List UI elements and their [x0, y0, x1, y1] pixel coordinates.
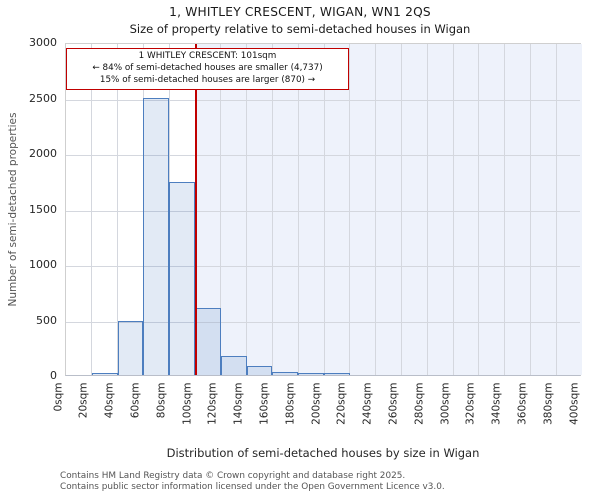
x-tick-label: 140sqm: [232, 382, 245, 425]
x-tick-label: 40sqm: [103, 382, 116, 419]
x-tick-label: 380sqm: [542, 382, 555, 425]
annotation-line-3: 15% of semi-detached houses are larger (…: [99, 75, 316, 86]
gridline-vertical: [271, 44, 273, 375]
gridline-vertical: [426, 44, 428, 375]
gridline-vertical: [529, 44, 531, 375]
bar-bin-180sqm: [298, 373, 324, 375]
annotation-line-1: 1 WHITLEY CRESCENT: 101sqm: [138, 51, 277, 61]
gridline-vertical: [323, 44, 325, 375]
chart-subtitle: Size of property relative to semi-detach…: [129, 22, 471, 36]
y-tick-label: 1500: [29, 202, 57, 216]
x-tick-label: 400sqm: [568, 382, 580, 425]
footer-line-2: Contains public sector information licen…: [60, 481, 445, 492]
y-tick-label: 0: [50, 369, 57, 382]
bar-bin-200sqm: [324, 373, 350, 375]
x-tick-label: 0sqm: [52, 382, 64, 412]
gridline-vertical: [349, 44, 351, 375]
footer-line-1: Contains HM Land Registry data © Crown c…: [60, 471, 406, 481]
annotation-box: 1 WHITLEY CRESCENT: 101sqm ← 84% of semi…: [66, 48, 349, 90]
gridline-vertical: [117, 44, 119, 375]
x-axis-label: Distribution of semi-detached houses by …: [166, 446, 480, 460]
bar-bin-120sqm: [220, 356, 247, 375]
x-tick-label: 300sqm: [439, 382, 451, 425]
gridline-horizontal: [66, 266, 580, 267]
x-tick-label: 120sqm: [206, 382, 219, 425]
footer: Contains HM Land Registry data © Crown c…: [60, 471, 445, 492]
y-tick-label: 3000: [29, 36, 57, 49]
bar-bin-160sqm: [272, 371, 299, 375]
gridline-vertical: [555, 44, 557, 375]
x-tick-label: 320sqm: [464, 382, 477, 425]
shaded-region: [196, 44, 582, 375]
bar-bin-100sqm: [195, 308, 221, 375]
bar-bin-40sqm: [117, 320, 144, 375]
gridline-vertical: [91, 44, 93, 375]
bar-bin-140sqm: [246, 366, 273, 375]
x-tick-label: 100sqm: [181, 382, 193, 425]
gridline-horizontal: [66, 210, 580, 212]
y-tick-label: 2500: [29, 91, 57, 105]
bar-bin-80sqm: [169, 181, 195, 375]
x-tick-label: 180sqm: [284, 382, 297, 425]
annotation-line-2: ← 84% of semi-detached houses are smalle…: [92, 63, 323, 74]
x-tick-label: 240sqm: [361, 382, 374, 425]
gridline-vertical: [246, 44, 248, 375]
x-tick-label: 160sqm: [258, 382, 271, 425]
x-tick-label: 360sqm: [516, 382, 529, 425]
x-tick-label: 220sqm: [335, 382, 348, 425]
gridline-vertical: [297, 44, 299, 375]
x-tick-label: 340sqm: [490, 382, 503, 425]
chart-title: 1, WHITLEY CRESCENT, WIGAN, WN1 2QS: [169, 5, 431, 19]
y-tick-label: 2000: [29, 147, 57, 160]
gridline-horizontal: [66, 321, 580, 323]
gridline-vertical: [194, 44, 196, 375]
gridline-vertical: [375, 44, 377, 375]
x-tick-label: 20sqm: [77, 382, 90, 419]
y-tick-label: 1000: [29, 258, 57, 271]
gridline-vertical: [220, 44, 222, 375]
x-tick-label: 200sqm: [310, 382, 322, 425]
gridline-vertical: [400, 44, 402, 375]
gridline-horizontal: [66, 99, 580, 101]
x-tick-label: 80sqm: [155, 382, 168, 419]
gridline-horizontal: [66, 155, 580, 156]
gridline-vertical: [478, 44, 480, 375]
bar-bin-20sqm: [91, 373, 118, 375]
gridline-vertical: [504, 44, 506, 375]
y-tick-label: 500: [36, 313, 57, 327]
bar-bin-60sqm: [143, 97, 170, 375]
x-tick-label: 280sqm: [413, 382, 426, 425]
marker-line: [195, 44, 198, 375]
gridline-vertical: [452, 44, 454, 375]
plot-area: 1 WHITLEY CRESCENT: 101sqm ← 84% of semi…: [65, 43, 582, 376]
x-tick-label: 60sqm: [129, 382, 142, 419]
x-tick-label: 260sqm: [387, 382, 400, 425]
